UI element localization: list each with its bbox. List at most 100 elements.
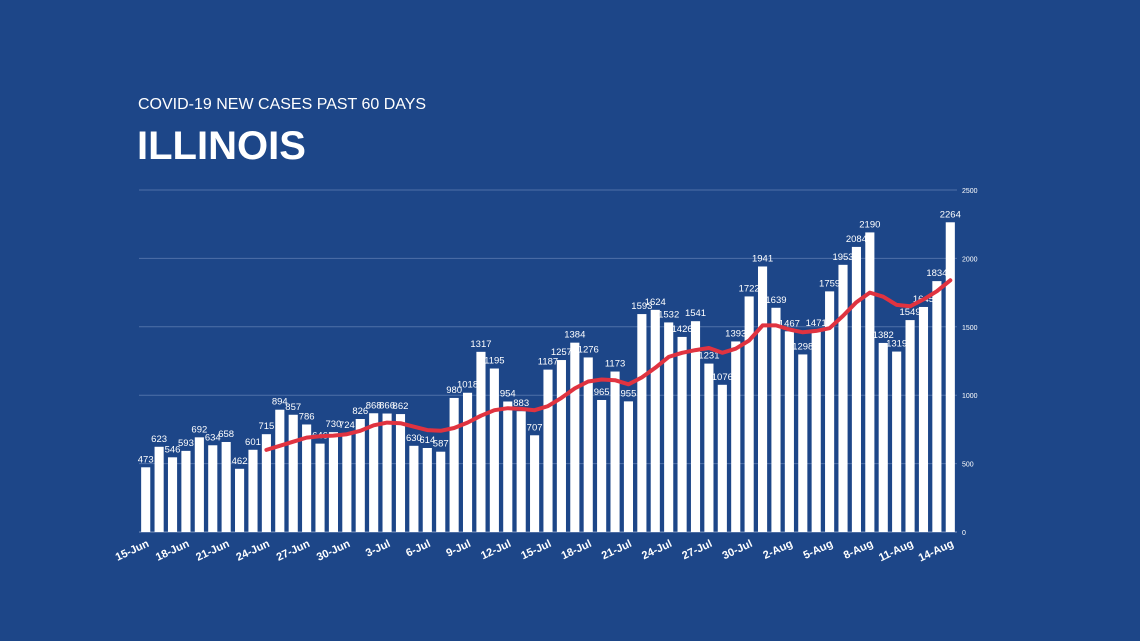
bar	[677, 336, 687, 532]
bar	[637, 314, 647, 532]
bar	[476, 351, 486, 532]
bar	[208, 445, 218, 532]
data-label: 883	[513, 398, 529, 409]
bar	[248, 449, 258, 532]
data-label: 1639	[765, 295, 786, 306]
data-label: 1195	[484, 356, 504, 367]
bar	[382, 413, 392, 532]
bar	[328, 432, 339, 532]
data-label: 1319	[886, 339, 907, 350]
data-label: 1384	[564, 330, 585, 341]
bar	[436, 451, 446, 532]
bar	[315, 443, 325, 532]
data-label: 1541	[685, 308, 706, 319]
data-label: 1549	[899, 307, 920, 318]
bar	[449, 397, 459, 532]
bar	[462, 392, 473, 532]
data-label: 1298	[792, 341, 813, 352]
data-label: 857	[285, 402, 301, 413]
data-label: 730	[326, 419, 342, 430]
data-label: 1593	[631, 301, 652, 312]
bar	[905, 320, 915, 532]
data-label: 894	[272, 397, 288, 408]
data-label: 2084	[846, 234, 867, 245]
bar	[851, 246, 861, 532]
data-label: 1532	[658, 309, 679, 320]
data-label: 614	[419, 435, 435, 446]
y-tick-label: 1000	[962, 393, 978, 400]
bar	[798, 354, 808, 532]
bar	[717, 384, 727, 532]
bar	[757, 266, 768, 532]
bar	[664, 322, 674, 532]
bar	[583, 357, 593, 532]
data-label: 692	[191, 424, 207, 435]
bar	[932, 281, 942, 532]
data-label: 955	[621, 388, 637, 399]
data-label: 1467	[779, 318, 800, 329]
data-label: 462	[232, 456, 248, 467]
data-label: 1426	[672, 324, 693, 335]
data-label: 1231	[698, 351, 719, 362]
y-tick-label: 500	[962, 462, 974, 469]
bar	[825, 291, 835, 532]
bar	[288, 414, 298, 532]
data-label: 1834	[926, 268, 947, 279]
y-tick-label: 2000	[962, 256, 978, 263]
bar	[865, 232, 875, 532]
data-label: 623	[151, 434, 167, 445]
data-label: 593	[178, 438, 194, 449]
data-label: 826	[352, 406, 368, 417]
bar	[516, 411, 526, 532]
data-label: 601	[245, 437, 261, 448]
bar	[422, 448, 432, 532]
bar	[597, 399, 607, 532]
data-label: 707	[527, 422, 543, 433]
y-tick-label: 2500	[962, 188, 978, 195]
y-tick-label: 1500	[962, 325, 978, 332]
data-label: 1722	[739, 283, 760, 294]
data-label: 630	[406, 433, 422, 444]
data-label: 1173	[605, 359, 625, 370]
average-line	[264, 278, 953, 452]
data-label: 1471	[806, 318, 827, 329]
data-label: 658	[218, 429, 234, 440]
bar	[610, 371, 620, 532]
data-label: 868	[366, 400, 382, 411]
data-label: 1257	[551, 347, 572, 358]
bar	[704, 363, 714, 532]
bar	[221, 441, 231, 532]
data-label: 1624	[645, 297, 666, 308]
data-label: 1953	[832, 252, 853, 263]
bar	[302, 424, 312, 532]
data-label: 1382	[873, 330, 894, 341]
bar	[878, 342, 888, 532]
data-label: 980	[446, 385, 462, 396]
data-label: 1941	[752, 253, 773, 264]
bar	[409, 445, 419, 532]
bar	[369, 413, 379, 532]
bar	[945, 222, 955, 533]
bar	[261, 434, 271, 532]
bar	[744, 296, 754, 532]
data-label: 715	[258, 421, 274, 432]
bar	[556, 360, 566, 532]
data-label: 587	[433, 439, 449, 450]
data-label: 965	[594, 387, 610, 398]
bar	[530, 435, 540, 532]
bar	[892, 351, 902, 532]
bar	[342, 432, 352, 532]
bar	[838, 264, 848, 532]
bar	[235, 468, 245, 532]
data-label: 862	[393, 401, 409, 412]
chart-title: ILLINOIS	[137, 124, 306, 168]
bar	[570, 342, 580, 532]
bar	[811, 330, 821, 532]
data-label: 1759	[819, 278, 840, 289]
data-label: 2190	[859, 219, 880, 230]
bar	[275, 409, 285, 532]
chart-subtitle: COVID-19 NEW CASES PAST 60 DAYS	[138, 96, 426, 113]
data-label: 2264	[940, 209, 961, 220]
